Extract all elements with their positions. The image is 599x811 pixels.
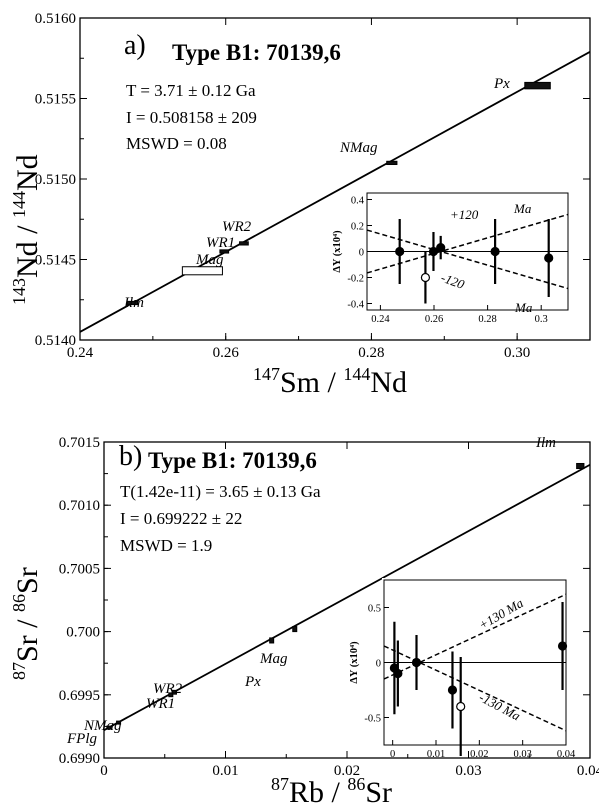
panel-b-point-wr1 — [168, 692, 174, 698]
panel-a-point-wr1 — [219, 249, 230, 254]
panel-b-isochron-line — [103, 463, 591, 731]
panel-a-isochron-line — [79, 51, 591, 333]
panel-a-inset-ytick-label: 0 — [359, 248, 364, 259]
panel-b-label-nmag: NMag — [83, 718, 122, 734]
panel-b-inset-point — [411, 657, 422, 668]
panel-a-inset-envelope-label: Ma — [514, 300, 533, 315]
panel-a-label-wr1: WR1 — [206, 235, 235, 251]
panel-a-point-wr2 — [239, 241, 249, 246]
panel-a-ytick-label: 0.5145 — [35, 253, 76, 269]
panel-b-xtick-label: 0.03 — [455, 763, 481, 779]
panel-a-mswd: MSWD = 0.08 — [126, 134, 227, 153]
panel-a-point-px — [524, 81, 551, 90]
panel-a-inset-ytick-label: 0.4 — [351, 196, 365, 207]
panel-a-inset-ytick-label: 0.2 — [351, 222, 364, 233]
panel-b-ytick-label: 0.6995 — [59, 688, 100, 704]
panel-a-xtick-label: 0.26 — [213, 345, 240, 361]
panel-b-inset-ylabel: ΔY (x10⁴) — [349, 641, 360, 684]
panel-a-inset-envelope-label: +120 — [450, 207, 479, 222]
panel-a-xtick-label: 0.30 — [504, 345, 530, 361]
panel-b-inset-point — [557, 641, 568, 651]
panel-a-label-ilm: Ilm — [123, 295, 144, 311]
panel-a-inset-point — [395, 246, 405, 257]
chart-marks: 0.24 0.26 0.28 0.300.51400.51450.51500.5155… — [35, 11, 599, 779]
panel-a-point-nmag — [386, 160, 398, 166]
panel-a-inset-envelope-label: Ma — [513, 201, 532, 216]
panel-a-xlabel: 147Sm / 144Nd — [253, 364, 407, 399]
panel-b-initial: I = 0.699222 ± 22 — [120, 509, 242, 528]
panel-a-inset-ytick-label: -0.4 — [347, 300, 364, 311]
panel-b-point-px — [269, 637, 275, 644]
panel-a-ylabel: 143Nd / 144Nd — [9, 154, 44, 305]
panel-a-inset-xtick-label: 0.28 — [478, 314, 496, 325]
panel-b-ytick-label: 0.7005 — [59, 561, 100, 577]
panel-a-ytick-label: 0.5155 — [35, 92, 76, 108]
panel-b-point-nmag — [116, 720, 122, 725]
panel-a-inset-xtick-label: 0.24 — [371, 314, 390, 325]
panel-b-inset-point — [456, 701, 466, 712]
panel-a-age: T = 3.71 ± 0.12 Ga — [126, 81, 256, 100]
panel-b-letter: b) — [119, 441, 142, 472]
panel-b-inset-ytick-label: 0.5 — [368, 604, 381, 615]
panel-a-inset-xtick-label: 0.3 — [535, 314, 548, 325]
panel-b-point-ilm — [576, 462, 585, 470]
panel-a-inset-ytick-label: -0.2 — [347, 274, 364, 285]
panel-a-xtick-label: 0.24 — [67, 345, 94, 361]
panel-b-label-fplg: FPlg — [66, 731, 97, 747]
panel-a-inset-ylabel: ΔY (x10⁴) — [332, 230, 343, 273]
panel-b-inset-xtick-label: 0.01 — [427, 749, 445, 760]
panel-b-ytick-label: 0.6990 — [59, 751, 100, 767]
panel-b-ytick-label: 0.7015 — [59, 435, 100, 451]
panel-b-point-wr2 — [171, 689, 177, 695]
panel-b-inset-ytick-label: 0 — [376, 659, 381, 670]
panel-b-label-wr1: WR1 — [146, 696, 175, 712]
panel-a-title: Type B1: 70139,6 — [172, 40, 341, 65]
panel-b-inset-point — [447, 685, 458, 695]
panel-b-xtick-label: 0.02 — [334, 763, 360, 779]
panel-b-ytick-label: 0.7010 — [59, 498, 100, 514]
panel-a-label-px: Px — [493, 76, 510, 92]
panel-b-inset-xtick-label: 0.02 — [470, 749, 488, 760]
panel-b-xtick-label: 0.04 — [577, 763, 599, 779]
panel-b-xtick-label: 0 — [100, 763, 108, 779]
panel-a-label-mag: Mag — [195, 252, 224, 268]
panel-b-xtick-label: 0.01 — [212, 763, 238, 779]
panel-b-inset-xtick-label: 0 — [390, 749, 395, 760]
panel-b-inset-xtick-label: 0.04 — [557, 749, 576, 760]
panel-a-initial: I = 0.508158 ± 209 — [126, 108, 257, 127]
panel-b-label-px: Px — [244, 674, 261, 690]
panel-a-label-wr2: WR2 — [222, 219, 252, 235]
panel-a-inset-point — [428, 246, 439, 257]
panel-b-xlabel: 87Rb / 86Sr — [271, 774, 392, 809]
panel-a-inset-point — [544, 253, 554, 263]
panel-a-ytick-label: 0.5150 — [35, 172, 76, 188]
panel-b-point-fplg — [106, 725, 112, 730]
panel-b-inset-ytick-label: -0.5 — [364, 714, 381, 725]
panel-a-inset-point — [490, 246, 500, 257]
panel-b-age: T(1.42e-11) = 3.65 ± 0.13 Ga — [120, 482, 321, 501]
panel-b-title: Type B1: 70139,6 — [148, 448, 317, 473]
panel-a-ytick-label: 0.5160 — [35, 11, 76, 27]
panel-a-letter: a) — [124, 30, 146, 61]
panel-a-point-ilm — [126, 300, 139, 306]
panel-b-ytick-label: 0.700 — [66, 625, 100, 641]
panel-b-ylabel: 87Sr / 86Sr — [9, 567, 44, 680]
panel-a-xtick-label: 0.28 — [358, 345, 384, 361]
panel-a-ytick-label: 0.5140 — [35, 333, 76, 349]
panel-b-point-mag — [292, 626, 298, 633]
panel-b-inset-xtick-label: 0.03 — [513, 749, 531, 760]
panel-b-inset-point — [393, 668, 403, 679]
panel-b-label-ilm: Ilm — [535, 435, 556, 451]
panel-a-label-nmag: NMag — [339, 140, 378, 156]
panel-a-inset-point — [436, 243, 446, 253]
panel-b-label-mag: Mag — [259, 651, 288, 667]
panel-a-inset-point — [420, 272, 431, 283]
panel-a-point-mag — [181, 266, 223, 276]
panel-a-inset-xtick-label: 0.26 — [425, 314, 443, 325]
panel-b-mswd: MSWD = 1.9 — [120, 536, 212, 555]
panel-b-label-wr2: WR2 — [153, 681, 183, 697]
